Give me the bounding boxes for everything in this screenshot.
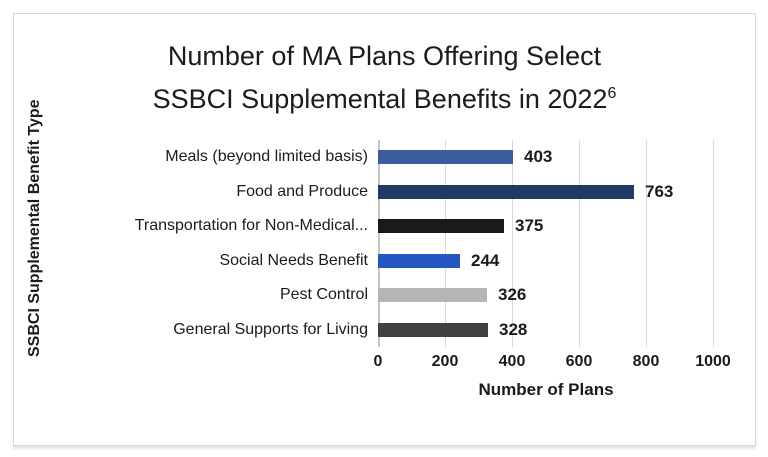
- category-label: General Supports for Living: [173, 320, 368, 338]
- category-label: Meals (beyond limited basis): [165, 148, 368, 166]
- category-label: Transportation for Non-Medical...: [134, 217, 368, 235]
- x-tick-label: 0: [373, 353, 383, 370]
- x-tick-label: 1000: [695, 353, 731, 370]
- x-tick-label: 400: [498, 353, 526, 370]
- bar-row: Transportation for Non-Medical... 375: [90, 209, 730, 244]
- bar: [378, 322, 488, 337]
- bar-row: Food and Produce 763: [90, 175, 730, 210]
- y-axis-title: SSBCI Supplemental Benefit Type: [26, 99, 43, 357]
- x-tick-label: 600: [565, 353, 593, 370]
- chart-frame: Number of MA Plans Offering Select SSBCI…: [13, 13, 756, 446]
- bar-row: General Supports for Living 328: [90, 313, 730, 348]
- bar: [378, 288, 487, 303]
- x-tick-label: 800: [632, 353, 660, 370]
- bar-value-label: 403: [524, 147, 553, 167]
- bar-value-label: 328: [499, 319, 528, 339]
- chart-title-line1: Number of MA Plans Offering Select: [167, 41, 602, 71]
- category-axis-line: [378, 140, 380, 347]
- bar-row: Meals (beyond limited basis) 403: [90, 140, 730, 175]
- bar-value-label: 326: [498, 285, 527, 305]
- chart-title: Number of MA Plans Offering Select SSBCI…: [14, 38, 755, 118]
- bar: [378, 219, 504, 234]
- bar-value-label: 763: [645, 181, 674, 201]
- bar: [378, 253, 460, 268]
- gridline: [445, 140, 446, 347]
- x-axis-ticks: 0 200 400 600 800 1000: [374, 353, 731, 373]
- chart-title-line2: SSBCI Supplemental Benefits in 20226: [14, 75, 755, 118]
- chart-title-line2-text: SSBCI Supplemental Benefits in 2022: [152, 84, 608, 114]
- bar: [378, 184, 634, 199]
- category-label: Food and Produce: [236, 182, 368, 200]
- category-label: Social Needs Benefit: [219, 251, 368, 269]
- x-tick-label: 200: [431, 353, 459, 370]
- gridline: [713, 140, 714, 347]
- gridline: [512, 140, 513, 347]
- bar: [378, 150, 513, 165]
- bar-rows: Meals (beyond limited basis) 403 Food and …: [90, 140, 730, 347]
- gridlines: [378, 140, 714, 347]
- x-axis-title: Number of Plans: [478, 380, 614, 399]
- gridline: [646, 140, 647, 347]
- gridline: [579, 140, 580, 347]
- bar-row: Pest Control 326: [90, 278, 730, 313]
- bar-value-label: 244: [471, 250, 500, 270]
- bar-row: Social Needs Benefit 244: [90, 244, 730, 279]
- bar-value-label: 375: [515, 216, 544, 236]
- chart-title-footnote-superscript: 6: [607, 85, 617, 102]
- category-label: Pest Control: [279, 286, 368, 304]
